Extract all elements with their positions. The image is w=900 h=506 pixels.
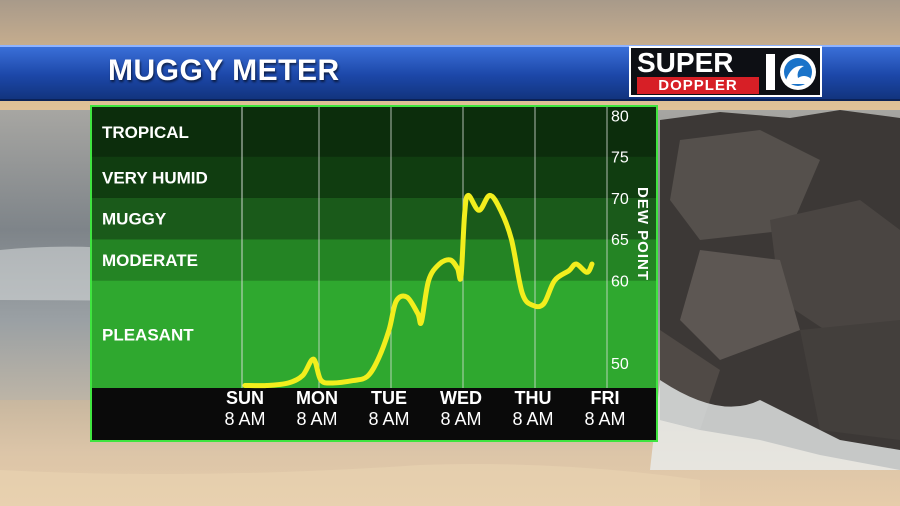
y-tick-label: 75 — [611, 150, 629, 167]
y-tick-label: 70 — [611, 191, 629, 208]
y-tick-labels: 80 75 70 65 60 50 — [611, 108, 629, 373]
band-labels: TROPICAL VERY HUMID MUGGY MODERATE PLEASANT — [102, 123, 208, 344]
logo-ten-wave-icon — [766, 54, 816, 90]
x-tick-day: SUN — [226, 388, 264, 408]
y-tick-label: 60 — [611, 274, 629, 291]
x-tick-day: FRI — [591, 388, 620, 408]
x-tick-day: THU — [515, 388, 552, 408]
band-label: PLEASANT — [102, 325, 194, 344]
band-label: TROPICAL — [102, 123, 189, 142]
band-tropical — [92, 107, 656, 157]
x-tick-day: WED — [440, 388, 482, 408]
band-very-humid — [92, 156, 656, 198]
x-tick-day: TUE — [371, 388, 407, 408]
x-tick-time: 8 AM — [296, 409, 337, 429]
series-line-dew-point — [242, 192, 595, 389]
station-logo: SUPER DOPPLER — [629, 46, 822, 97]
page-title: MUGGY METER — [108, 54, 340, 87]
y-tick-label: 65 — [611, 232, 629, 249]
chart-panel: TROPICAL VERY HUMID MUGGY MODERATE PLEASANT … — [90, 105, 658, 442]
band-label: MODERATE — [102, 251, 198, 270]
band-muggy — [92, 197, 656, 240]
y-tick-label: 50 — [611, 356, 629, 373]
x-tick-time: 8 AM — [440, 409, 481, 429]
logo-super-text: SUPER — [637, 47, 734, 78]
band-label: MUGGY — [102, 210, 167, 229]
logo-doppler-text: DOPPLER — [637, 77, 759, 94]
band-label: VERY HUMID — [102, 168, 208, 187]
y-axis-label: DEW POINT — [634, 187, 651, 281]
x-tick-time: 8 AM — [584, 409, 625, 429]
series-lines — [242, 192, 595, 389]
x-tick-time: 8 AM — [512, 409, 553, 429]
y-tick-label: 80 — [611, 108, 629, 125]
x-tick-day: MON — [296, 388, 338, 408]
chart-bands — [92, 107, 656, 388]
x-tick-time: 8 AM — [224, 409, 265, 429]
x-tick-time: 8 AM — [368, 409, 409, 429]
x-axis-background — [92, 388, 656, 440]
